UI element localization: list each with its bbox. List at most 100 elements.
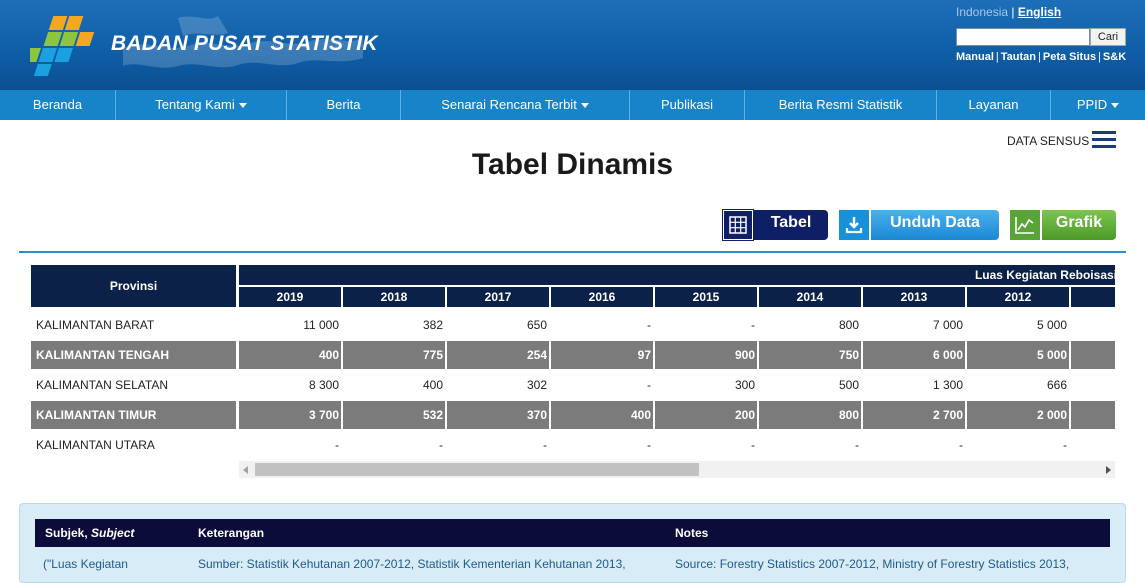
table-row: KALIMANTAN UTARA - - - - - - - -: [31, 431, 1115, 459]
grafik-button[interactable]: Grafik: [1010, 210, 1116, 240]
value-cell: 750: [759, 341, 861, 369]
value-cell: 8 300: [308, 378, 339, 392]
tabel-button-label: Tabel: [754, 210, 828, 240]
value-cell: -: [855, 438, 859, 452]
snk-link[interactable]: S&K: [1102, 51, 1127, 63]
lang-english-link[interactable]: English: [1017, 5, 1062, 19]
link-separator: |: [1098, 51, 1101, 63]
nav-label: Senarai Rencana Terbit: [441, 97, 577, 112]
unduh-data-button-label: Unduh Data: [871, 210, 999, 240]
value-cell: [1071, 401, 1115, 429]
year-column-header: 2016: [551, 287, 653, 307]
nav-label: Publikasi: [660, 97, 714, 112]
nav-layanan[interactable]: Layanan: [937, 90, 1051, 120]
value-cell: -: [751, 438, 755, 452]
scroll-left-arrow-icon[interactable]: [243, 466, 248, 474]
scrollbar-thumb[interactable]: [255, 463, 699, 476]
value-cell: 5 000: [1036, 318, 1067, 332]
table-grid-icon: [722, 209, 754, 241]
hamburger-menu-icon[interactable]: [1092, 131, 1116, 149]
value-cell: 370: [447, 401, 549, 429]
value-cell: -: [647, 318, 651, 332]
value-cell: -: [1063, 438, 1067, 452]
subjek-header-en: Subject: [91, 526, 135, 540]
year-column-header: 2013: [863, 287, 965, 307]
year-column-header: 2019: [239, 287, 341, 307]
subjek-header-id: Subjek,: [45, 526, 92, 540]
year-column-header: 2014: [759, 287, 861, 307]
language-switcher: Indonesia | English: [956, 5, 1061, 19]
value-cell: 11 000: [303, 318, 339, 332]
value-cell: -: [543, 438, 547, 452]
unduh-data-button[interactable]: Unduh Data: [839, 210, 999, 240]
nav-beranda[interactable]: Beranda: [0, 90, 116, 120]
value-cell: 532: [343, 401, 445, 429]
tabel-button[interactable]: Tabel: [722, 209, 828, 241]
page-title: Tabel Dinamis: [471, 148, 674, 181]
table-horizontal-scrollbar[interactable]: [239, 461, 1115, 478]
section-divider: [19, 251, 1126, 253]
peta-situs-link[interactable]: Peta Situs: [1042, 51, 1097, 63]
notes-header: Subjek, Subject Keterangan Notes: [35, 519, 1110, 547]
download-icon: [839, 210, 869, 240]
nav-tentang-kami[interactable]: Tentang Kami: [116, 90, 287, 120]
value-cell: 500: [838, 378, 859, 392]
data-sensus-label[interactable]: DATA SENSUS: [1007, 134, 1090, 148]
indonesia-map-icon: [123, 16, 363, 68]
link-separator: |: [995, 51, 999, 63]
utility-links: Manual | Tautan | Peta Situs | S&K: [956, 51, 1126, 63]
nav-ppid[interactable]: PPID: [1051, 90, 1145, 120]
nav-berita-resmi-statistik[interactable]: Berita Resmi Statistik: [745, 90, 937, 120]
value-cell: -: [647, 438, 651, 452]
variable-group-header: Luas Kegiatan Reboisasi: [239, 265, 1115, 285]
value-cell: -: [335, 438, 339, 452]
lang-indonesia-link[interactable]: Indonesia: [956, 5, 1009, 19]
value-cell: [1071, 311, 1115, 339]
value-cell: 1 300: [932, 378, 963, 392]
caret-down-icon: [580, 103, 589, 109]
value-cell: [1071, 371, 1115, 399]
value-cell: 900: [655, 341, 757, 369]
value-cell: -: [647, 378, 651, 392]
link-separator: |: [1038, 51, 1041, 63]
notes-panel: Subjek, Subject Keterangan Notes ("Luas …: [19, 503, 1126, 583]
value-cell: 3 700: [239, 401, 341, 429]
scroll-right-arrow-icon[interactable]: [1106, 466, 1111, 474]
notes-column-header: Notes: [675, 526, 709, 540]
value-cell: 400: [422, 378, 443, 392]
search-button[interactable]: Cari: [1090, 28, 1126, 46]
table-row: KALIMANTAN TENGAH 400 775 254 97 900 750 6 000 5…: [31, 341, 1115, 369]
keterangan-text: Sumber: Statistik Kehutanan 2007-2012, S…: [198, 557, 626, 571]
value-cell: -: [751, 318, 755, 332]
value-cell: -: [439, 438, 443, 452]
site-brand: BADAN PUSAT STATISTIK: [111, 32, 378, 55]
table-row: KALIMANTAN TIMUR 3 700 532 370 400 200 800 2 70…: [31, 401, 1115, 429]
value-cell: 400: [239, 341, 341, 369]
nav-label: Beranda: [32, 97, 83, 112]
nav-senarai-rencana-terbit[interactable]: Senarai Rencana Terbit: [401, 90, 630, 120]
value-cell: [1071, 341, 1115, 369]
grafik-button-label: Grafik: [1042, 210, 1116, 240]
value-cell: 5 000: [967, 341, 1069, 369]
value-cell: 666: [1046, 378, 1067, 392]
search-input[interactable]: [956, 28, 1090, 46]
data-table: Provinsi Luas Kegiatan Reboisasi 2019 201…: [31, 265, 1115, 465]
nav-berita[interactable]: Berita: [287, 90, 401, 120]
value-cell: 800: [838, 318, 859, 332]
year-column-header: 2015: [655, 287, 757, 307]
bps-logo-icon: [30, 16, 95, 76]
manual-link[interactable]: Manual: [956, 51, 994, 63]
tautan-link[interactable]: Tautan: [1000, 51, 1037, 63]
nav-label: Tentang Kami: [155, 97, 235, 112]
year-column-header: 2018: [343, 287, 445, 307]
value-cell: 800: [759, 401, 861, 429]
value-cell: 300: [734, 378, 755, 392]
table-row: KALIMANTAN BARAT 11 000 382 650 - - 800 7 000 5 …: [31, 311, 1115, 339]
site-header: BADAN PUSAT STATISTIK Indonesia | Englis…: [0, 0, 1145, 90]
value-cell: 382: [422, 318, 443, 332]
provinsi-cell: KALIMANTAN TIMUR: [31, 401, 236, 429]
provinsi-cell: KALIMANTAN UTARA: [36, 438, 155, 452]
nav-publikasi[interactable]: Publikasi: [630, 90, 745, 120]
value-cell: 775: [343, 341, 445, 369]
year-column-header: 2012: [967, 287, 1069, 307]
